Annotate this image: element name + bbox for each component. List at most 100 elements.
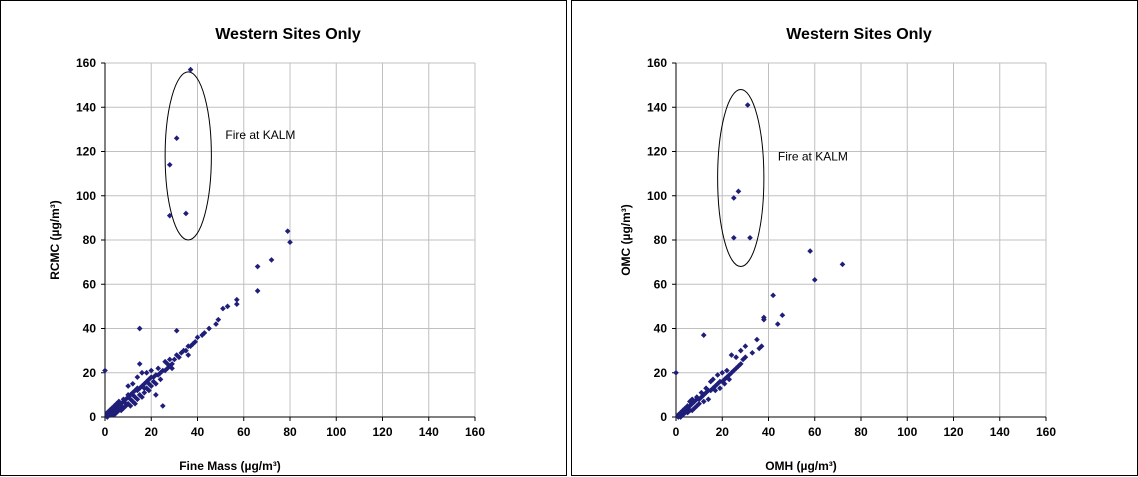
data-point — [173, 135, 180, 142]
data-point — [724, 367, 730, 374]
data-point — [287, 239, 293, 246]
y-tick-label: 160 — [647, 56, 667, 70]
data-point — [673, 369, 679, 376]
data-point — [220, 305, 226, 312]
x-tick-label: 100 — [897, 425, 917, 439]
data-point — [134, 374, 141, 381]
data-point — [180, 347, 187, 354]
data-point — [141, 385, 148, 392]
y-tick-label: 0 — [660, 410, 667, 424]
x-tick-label: 0 — [673, 425, 680, 439]
data-point — [183, 210, 189, 217]
x-tick-label: 20 — [716, 425, 730, 439]
x-tick-label: 140 — [990, 425, 1010, 439]
data-point — [742, 343, 749, 350]
data-point — [233, 296, 240, 303]
data-point — [737, 347, 744, 354]
data-point — [754, 336, 760, 343]
x-tick-label: 40 — [762, 425, 776, 439]
data-point — [125, 392, 131, 398]
data-point — [726, 376, 733, 383]
x-tick-label: 120 — [372, 425, 392, 439]
data-point — [714, 372, 721, 378]
data-point — [134, 385, 141, 392]
data-point — [268, 257, 275, 263]
data-point — [740, 356, 746, 363]
x-tick-label: 40 — [191, 425, 205, 439]
data-point — [687, 398, 693, 405]
y-tick-label: 20 — [654, 366, 668, 380]
data-point — [719, 369, 726, 376]
data-point — [749, 350, 756, 356]
data-point — [129, 392, 136, 398]
data-point — [122, 403, 129, 409]
y-tick-label: 120 — [76, 145, 96, 159]
y-tick-label: 60 — [654, 277, 668, 291]
data-point — [194, 334, 201, 341]
data-point — [717, 385, 723, 392]
x-tick-label: 60 — [808, 425, 822, 439]
annotation-ellipse — [717, 89, 765, 268]
data-point — [141, 389, 148, 396]
data-point — [185, 352, 192, 358]
y-tick-label: 160 — [76, 56, 96, 70]
data-point — [233, 301, 240, 307]
data-point — [770, 292, 776, 299]
data-point — [136, 325, 143, 332]
data-point — [153, 392, 159, 398]
data-point — [254, 288, 261, 294]
y-tick-label: 140 — [647, 100, 667, 114]
data-point — [733, 354, 739, 361]
x-tick-label: 20 — [145, 425, 159, 439]
data-point — [811, 276, 818, 283]
data-point — [162, 358, 168, 365]
x-tick-label: 80 — [854, 425, 868, 439]
data-point — [224, 303, 231, 310]
scatter-chart-left: Western Sites Only 0 20 40 60 80 100 120 140 160 0… — [48, 26, 485, 473]
y-tick-label: 0 — [89, 410, 96, 424]
data-point — [148, 367, 155, 374]
y-tick-label: 40 — [83, 322, 97, 336]
y-tick-label: 60 — [83, 277, 97, 291]
data-point — [155, 365, 162, 372]
data-point — [728, 352, 735, 358]
data-point — [756, 345, 763, 352]
y-axis-label: OMC (µg/m³) — [619, 204, 633, 276]
x-tick-label: 160 — [465, 425, 485, 439]
annotation-text: Fire at KALM — [778, 149, 848, 163]
data-point — [159, 403, 166, 409]
data-point — [730, 234, 737, 241]
x-axis-label: Fine Mass (µg/m³) — [179, 459, 281, 473]
data-point — [284, 228, 291, 234]
chart-panel-left: Western Sites Only 0 20 40 60 80 100 120 140 160 0… — [0, 0, 567, 476]
scatter-chart-right: Western Sites Only 0 20 40 60 80 100 120 140 160 0… — [619, 26, 1056, 473]
data-point — [129, 380, 136, 387]
data-point — [136, 361, 143, 367]
data-point — [127, 396, 134, 403]
data-point — [199, 332, 205, 338]
y-tick-label: 80 — [83, 233, 97, 247]
y-tick-label: 80 — [654, 233, 668, 247]
y-tick-label: 120 — [647, 145, 667, 159]
y-tick-label: 140 — [76, 100, 96, 114]
data-point — [700, 398, 707, 405]
data-point — [721, 380, 728, 387]
data-point — [698, 389, 705, 396]
data-point — [171, 356, 178, 363]
data-point — [109, 411, 115, 418]
y-tick-label: 20 — [83, 366, 97, 380]
data-point — [187, 66, 194, 73]
data-point — [254, 263, 261, 270]
data-point — [166, 212, 173, 219]
data-point — [185, 343, 192, 350]
y-axis-label: RCMC (µg/m³) — [48, 200, 62, 280]
x-tick-label: 120 — [943, 425, 963, 439]
data-point — [705, 396, 712, 403]
data-point — [761, 316, 767, 323]
x-tick-label: 160 — [1036, 425, 1056, 439]
data-point — [682, 405, 689, 411]
data-point — [169, 365, 175, 372]
data-point — [173, 327, 180, 334]
data-point — [173, 352, 180, 358]
data-point — [677, 414, 684, 420]
